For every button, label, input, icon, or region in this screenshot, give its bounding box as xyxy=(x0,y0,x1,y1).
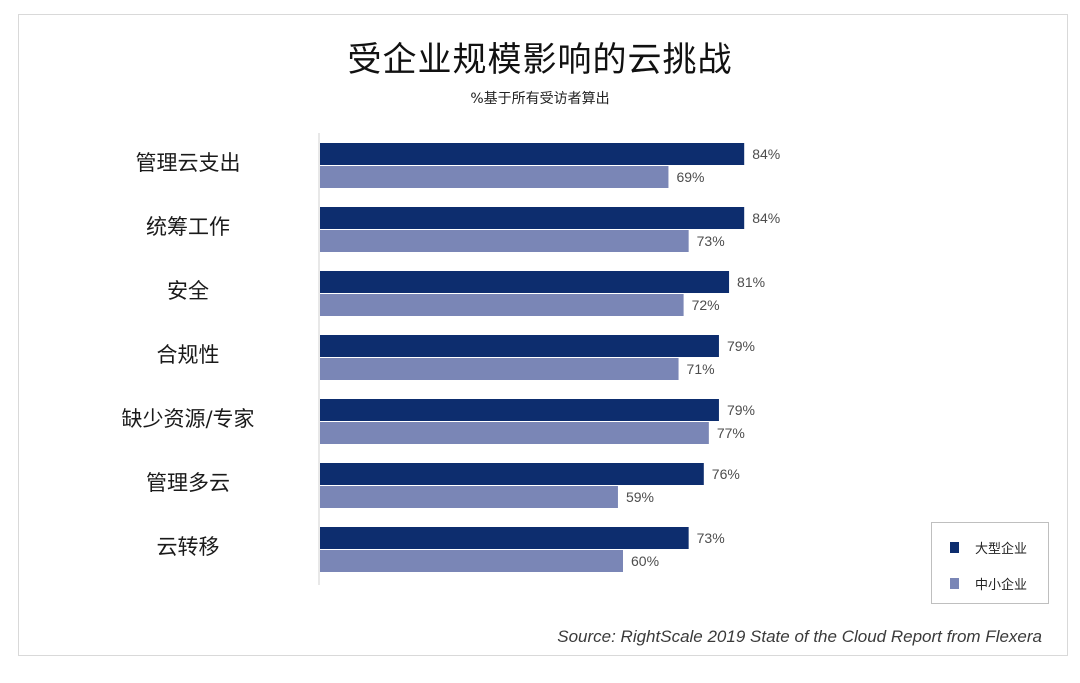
legend-swatch-large xyxy=(950,542,959,553)
value-label: 73% xyxy=(697,233,725,249)
bar-sme xyxy=(320,358,679,380)
value-label: 69% xyxy=(676,169,704,185)
bar-sme xyxy=(320,294,684,316)
legend-item-large: 大型企业 xyxy=(950,538,1027,557)
category-label: 合规性 xyxy=(157,343,220,367)
bar-large-enterprise xyxy=(320,463,704,485)
bar-sme xyxy=(320,486,618,508)
value-label: 84% xyxy=(752,146,780,162)
value-label: 72% xyxy=(692,297,720,313)
category-label: 安全 xyxy=(167,279,209,303)
value-label: 81% xyxy=(737,274,765,290)
bar-large-enterprise xyxy=(320,271,730,293)
category-label: 缺少资源/专家 xyxy=(121,407,254,431)
bar-sme xyxy=(320,230,689,252)
value-label: 60% xyxy=(631,553,659,569)
value-label: 79% xyxy=(727,402,755,418)
bar-sme xyxy=(320,422,709,444)
chart-legend: 大型企业 中小企业 xyxy=(931,522,1049,604)
bar-large-enterprise xyxy=(320,207,745,229)
bar-large-enterprise xyxy=(320,335,719,357)
category-label: 管理多云 xyxy=(146,471,230,495)
chart-title: 受企业规模影响的云挑战 xyxy=(347,40,733,80)
chart-subtitle: %基于所有受访者算出 xyxy=(470,91,610,107)
value-label: 84% xyxy=(752,210,780,226)
category-label: 管理云支出 xyxy=(136,151,241,175)
category-label: 统筹工作 xyxy=(146,215,230,239)
bars-group xyxy=(320,143,745,572)
legend-label-sme: 中小企业 xyxy=(975,578,1028,593)
value-label: 76% xyxy=(712,466,740,482)
value-label: 71% xyxy=(687,361,715,377)
value-label: 79% xyxy=(727,338,755,354)
legend-item-sme: 中小企业 xyxy=(950,574,1027,593)
legend-label-large: 大型企业 xyxy=(975,542,1028,557)
value-labels: 84% 69% 84% 73% 81% 72% 79% 71% 79% 77% 76% 59% 73% 6… xyxy=(626,146,780,569)
bar-sme xyxy=(320,166,669,188)
legend-swatch-sme xyxy=(950,578,959,589)
bar-large-enterprise xyxy=(320,399,719,421)
bar-sme xyxy=(320,550,623,572)
category-label: 云转移 xyxy=(157,535,220,559)
value-label: 77% xyxy=(717,425,745,441)
bar-large-enterprise xyxy=(320,527,689,549)
bar-large-enterprise xyxy=(320,143,745,165)
value-label: 73% xyxy=(697,530,725,546)
value-label: 59% xyxy=(626,489,654,505)
source-note: Source: RightScale 2019 State of the Clo… xyxy=(557,627,1042,646)
